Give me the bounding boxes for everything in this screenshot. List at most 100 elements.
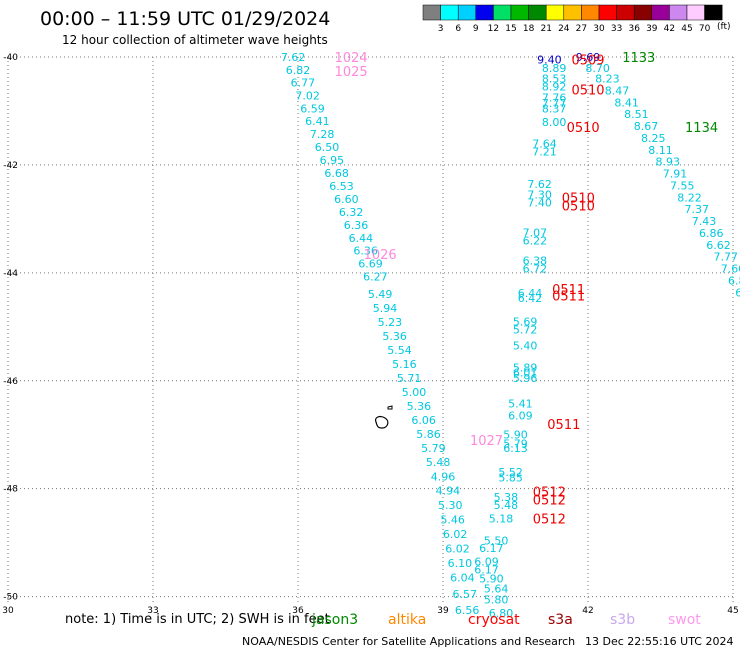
color-scale-label: 45 [681,24,692,34]
wave-height-label: 6.44 [518,287,543,300]
pass-time-label: 0510 [571,83,604,98]
pass-time-label: 0510 [562,191,595,206]
y-tick-label: -40 [3,53,18,63]
wave-height-label: 5.00 [402,386,427,399]
wave-height-label: 5.49 [368,288,393,301]
color-scale-swatch [598,4,617,21]
wave-height-label: 5.16 [392,358,417,371]
wave-height-label: 5.90 [503,429,528,442]
color-scale-label: 27 [576,24,587,34]
legend-item-swot: swot [668,612,701,628]
wave-height-label: 5.79 [421,442,446,455]
wave-height-label: 5.48 [426,456,451,469]
wave-height-label: 5.64 [484,583,509,596]
wave-height-label: 8.53 [542,73,567,86]
color-scale-label: 33 [611,24,622,34]
chart-subtitle: 12 hour collection of altimeter wave hei… [62,33,328,47]
wave-height-label: 7.55 [670,179,695,192]
legend-item-altika: altika [388,612,427,628]
color-scale-label: 24 [558,24,570,34]
color-scale-swatch [616,4,635,21]
wave-height-label: 6.95 [320,154,345,167]
wave-height-label: 5.52 [498,466,523,479]
wave-height-label: 6.86 [699,227,724,240]
time-labels: 1024102510261027050905100510051005100511… [335,51,719,527]
island-outline [375,405,393,429]
color-scale-label: 12 [488,24,499,34]
wave-height-label: 8.67 [634,120,659,133]
wave-height-label: 5.48 [494,499,519,512]
wave-height-label: 6.36 [353,245,378,258]
wave-height-label: 5.96 [513,372,538,385]
color-scale-swatch [545,4,565,21]
color-scale-swatch [563,4,582,21]
wave-height-label: 7.64 [532,137,557,150]
x-tick-label: 45 [727,606,738,616]
wave-height-label: 7.62 [281,51,306,64]
pass-time-label: 0511 [552,290,585,305]
color-scale-swatch [704,4,723,21]
color-scale-label: 3 [438,24,444,34]
wave-height-label: 7.21 [532,145,557,158]
wave-height-label: 6.87 [728,274,740,287]
wave-height-label: 7.91 [663,168,688,181]
wave-height-label: 7.28 [310,128,335,141]
wave-height-label: 6.82 [286,64,311,77]
wave-height-label: 8.00 [542,116,567,129]
color-scale-bar: 3 6 9 12 15 18 21 24 27 30 33 36 39 42 45 70 [422,4,723,34]
wave-height-label: 5.40 [513,340,538,353]
wave-height-label: 6.53 [329,180,354,193]
wave-height-label: 8.25 [641,132,666,145]
grid-lines [7,56,734,602]
color-scale-swatch [440,4,459,21]
wave-height-label: 6.62 [706,239,731,252]
y-tick-label: -50 [3,593,18,603]
color-scale-swatch [651,4,670,21]
wave-height-label: 8.51 [624,108,649,121]
wave-height-label: 7.40 [527,197,552,210]
footer-timestamp: 13 Dec 22:55:16 UTC 2024 [585,635,734,648]
color-scale-label: 42 [664,24,675,34]
x-tick-label: 36 [292,606,304,616]
wave-height-label: 7.76 [542,91,567,104]
wave-height-label: 8.23 [595,73,620,86]
wave-height-label: 6.09 [508,409,533,422]
wave-height-label: 5.54 [387,344,412,357]
x-tick-label: 42 [582,606,593,616]
wave-height-label: 5.89 [513,361,538,374]
color-scale-label: 18 [523,24,535,34]
color-scale-label: 9 [473,24,479,34]
wave-height-label: 8.37 [542,102,567,115]
wave-height-label: 6.77 [291,76,316,89]
color-scale-swatch [581,4,600,21]
pass-time-label: 0510 [567,121,600,136]
wave-height-label: 6.13 [503,442,528,455]
pass-time-label: 1134 [685,121,718,136]
wave-height-label: 4.94 [436,484,461,497]
axis-tick-labels: 30 33 36 39 42 45 -40 -42 -44 -46 -48 -50 [2,53,738,616]
wave-height-label: 6.60 [334,193,359,206]
wave-height-label: 5.90 [479,572,504,585]
wave-height-label: 8.93 [656,156,681,169]
pass-time-label: 1027 [470,434,503,449]
color-scale-label: 30 [593,24,605,34]
wave-height-label: 6.41 [305,115,330,128]
wave-height-label: 5.50 [484,534,509,547]
wave-height-label: 5.18 [489,512,514,525]
wave-height-label: 5.46 [440,513,465,526]
wave-height-label: 4.96 [431,470,456,483]
color-scale-label: 6 [455,24,461,34]
wave-height-label: 8.11 [648,144,673,157]
wave-height-label: 6.17 [479,542,504,555]
x-tick-label: 30 [2,606,14,616]
pass-time-label: 1024 [335,51,368,66]
wave-height-label: 6.02 [443,528,468,541]
pass-time-label: 1025 [335,65,368,80]
pass-time-label: 0511 [552,283,585,298]
pass-time-label: 0512 [533,512,566,527]
data-labels: 7.626.826.777.026.596.417.286.506.956.68… [281,51,740,620]
wave-height-label: 6.38 [523,254,548,267]
footer-org: NOAA/NESDIS Center for Satellite Applica… [242,635,576,648]
wave-height-label: 6.72 [523,263,548,276]
wave-height-label: 5.71 [397,372,422,385]
